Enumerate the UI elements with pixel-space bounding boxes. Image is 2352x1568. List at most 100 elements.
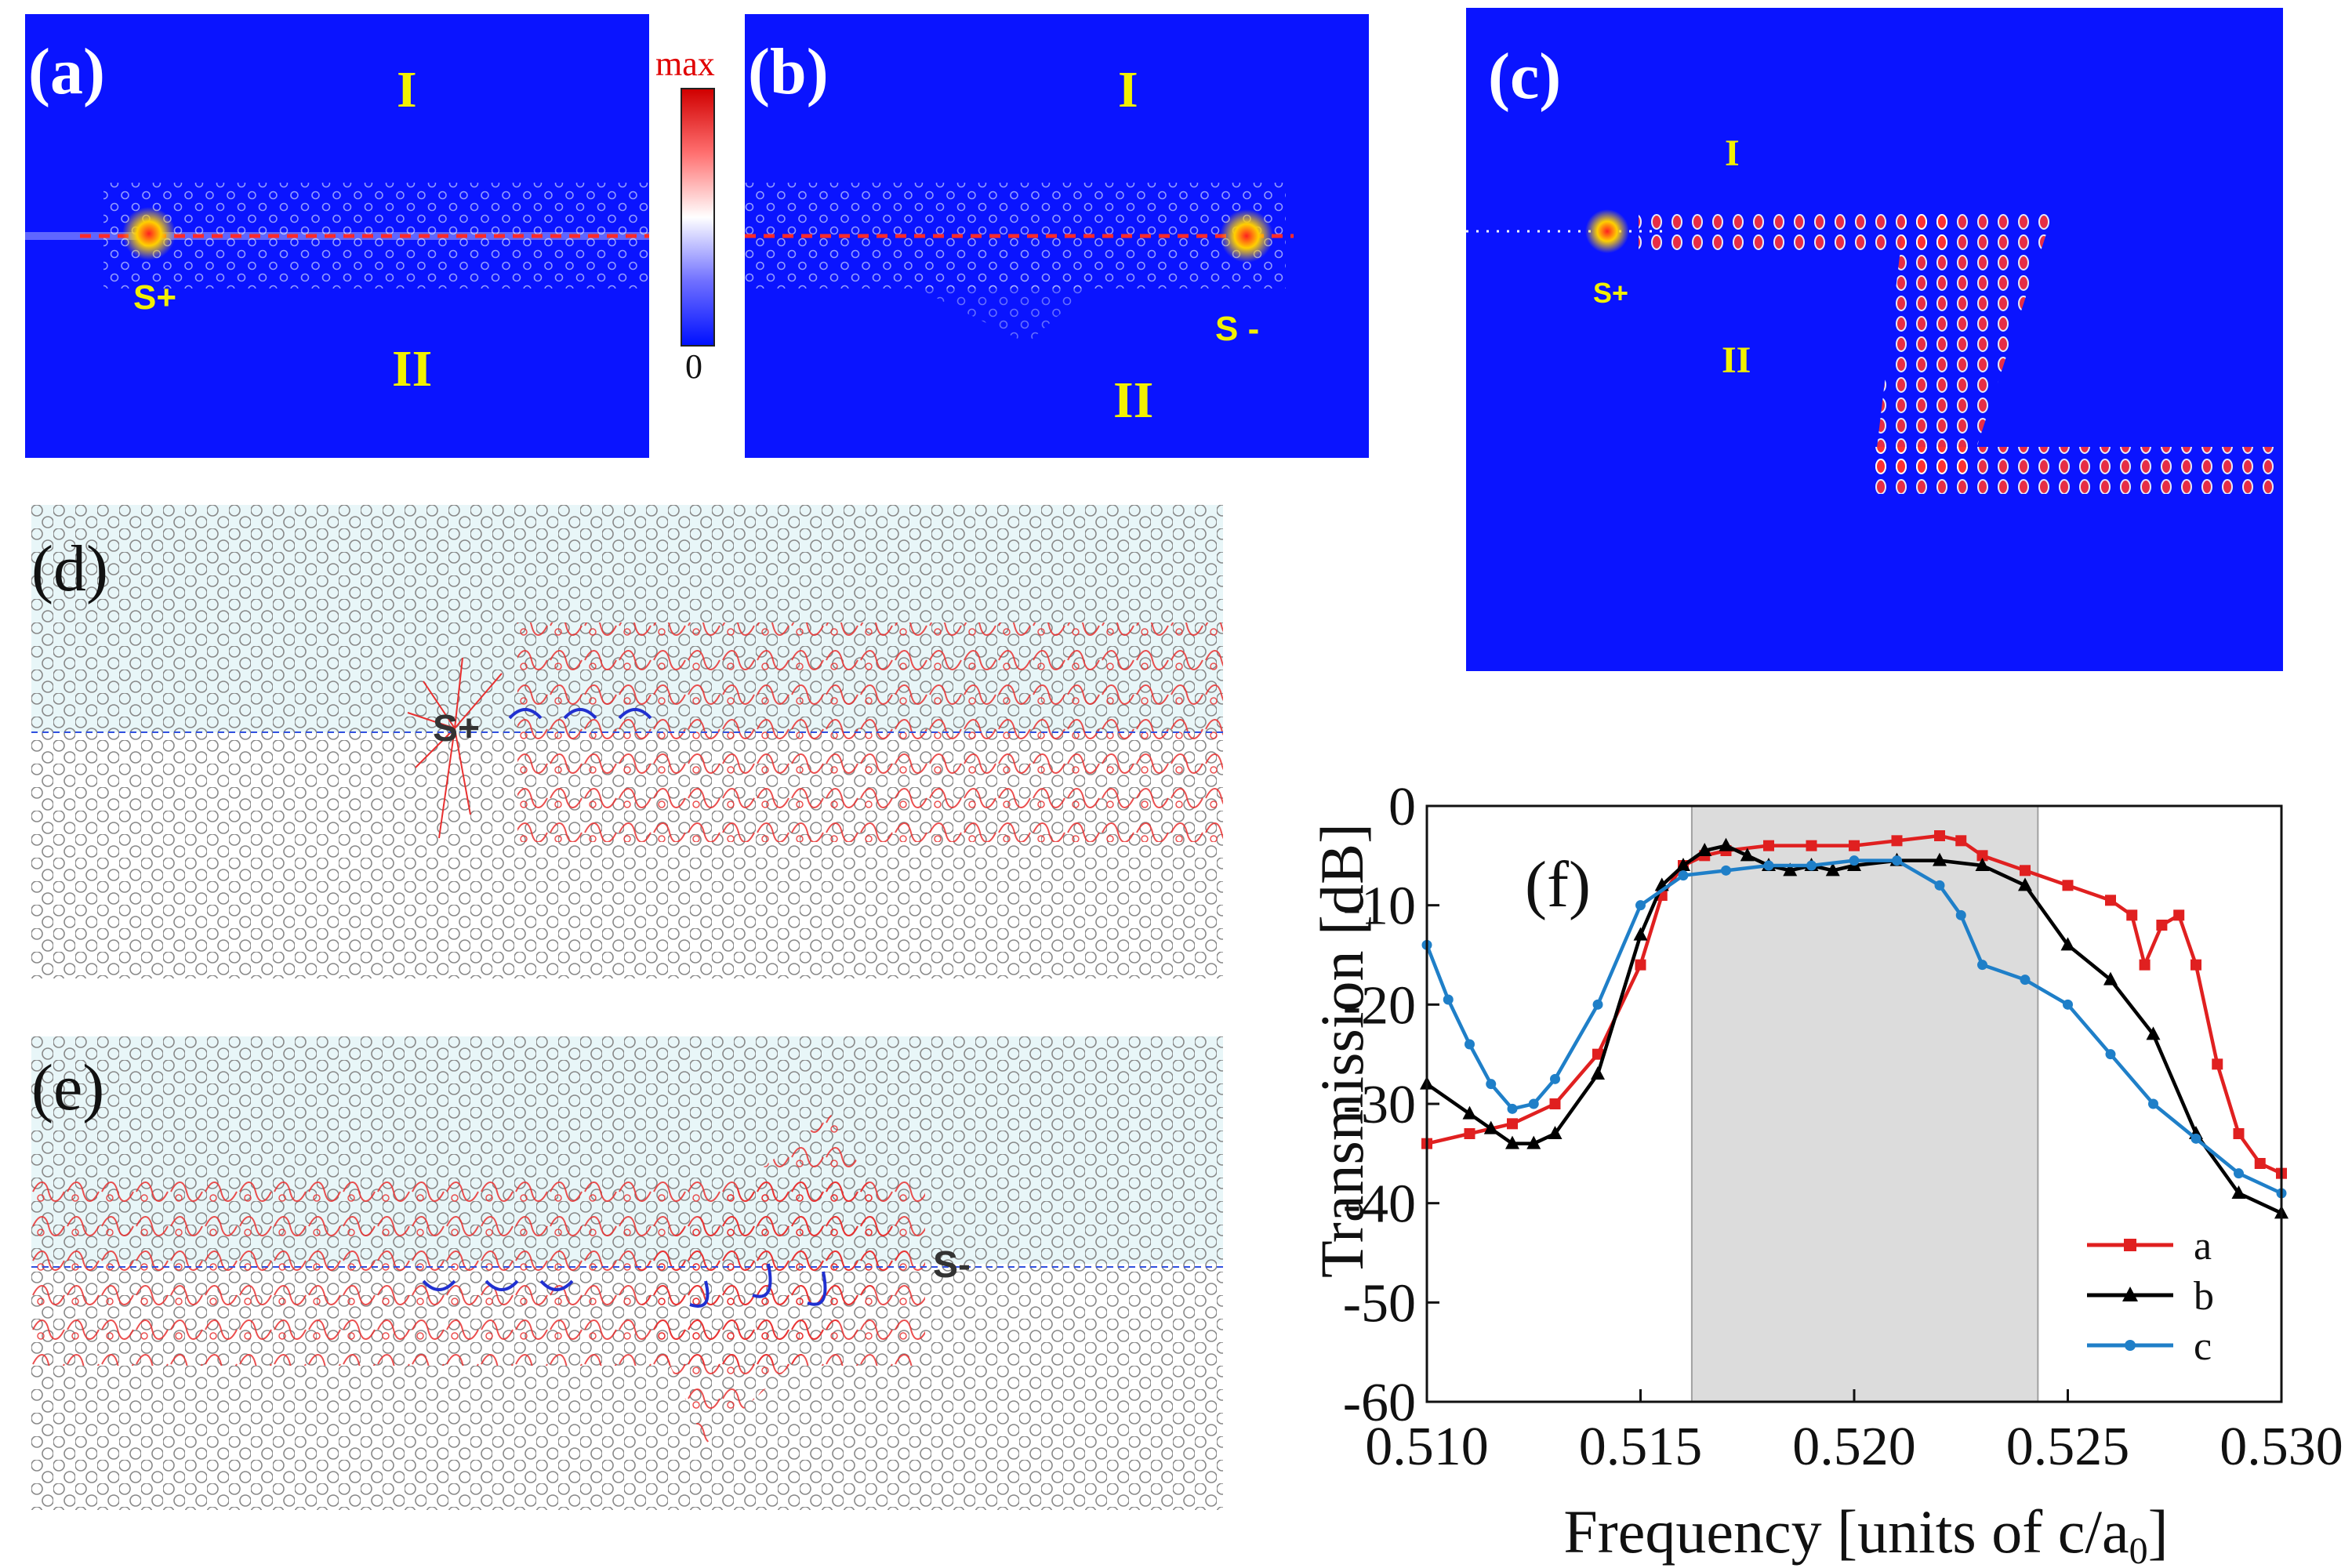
field-map-panel-b: (b) I II S - [745, 14, 1369, 458]
point-a [2173, 909, 2185, 921]
region-II-label: II [1113, 372, 1154, 429]
legend-label-a: a [2194, 1224, 2212, 1269]
point-c [2020, 975, 2031, 985]
point-c [2190, 1133, 2201, 1144]
point-a [1849, 840, 1860, 851]
point-c [1806, 860, 1817, 871]
point-a [2105, 895, 2116, 906]
colorbar-max-label: max [655, 45, 715, 83]
x-axis-label-sub: 0 [2129, 1530, 2148, 1568]
point-c [1635, 900, 1646, 911]
point-b [1505, 1135, 1519, 1149]
region-II-label: II [1722, 339, 1751, 381]
point-a [1806, 840, 1817, 851]
point-a [2126, 909, 2138, 921]
region-I-label: I [1118, 61, 1138, 118]
y-tick-label: -60 [1343, 1373, 1416, 1433]
point-a [2233, 1128, 2245, 1139]
y-tick-label: 0 [1388, 777, 1416, 837]
x-axis-label: Frequency [units of c/a0] [1563, 1497, 2168, 1568]
y-tick-label: -50 [1343, 1273, 1416, 1334]
y-axis-label: Transmission [dB] [1308, 823, 1376, 1278]
point-c [2148, 1098, 2158, 1109]
x-tick-label: 0.530 [2220, 1417, 2343, 1477]
point-c [1528, 1098, 1539, 1109]
transmission-chart: 0.510 0.515 0.520 0.525 0.530 0 -10 -20 -30 -40 -5… [1308, 777, 2343, 1568]
source-label: S+ [133, 278, 177, 317]
point-b [1526, 1135, 1541, 1149]
region-I-label: I [1725, 132, 1740, 174]
point-a [1976, 850, 1988, 862]
point-c [1592, 999, 1603, 1010]
point-c [1465, 1039, 1475, 1050]
point-a [1934, 830, 1945, 841]
point-c [2105, 1049, 2116, 1060]
point-b [1933, 852, 1947, 866]
point-b [1783, 862, 1798, 877]
region-I-label: I [397, 61, 417, 118]
source-label: S+ [433, 708, 481, 750]
x-axis-label-main: Frequency [units of c/a [1563, 1497, 2129, 1566]
point-c [1550, 1073, 1560, 1084]
legend-marker-c [2125, 1340, 2136, 1351]
simulation-panel-d: (d) S+ [31, 505, 1223, 978]
source-label: S+ [1593, 277, 1629, 309]
x-tick-label: 0.515 [1579, 1417, 1703, 1477]
field-map-panel-c: (c) I II S+ [1466, 8, 2283, 671]
point-a [1891, 835, 1903, 847]
x-tick-label: 0.510 [1365, 1417, 1489, 1477]
source-label: S- [933, 1244, 971, 1286]
series-line-b [1425, 844, 2282, 1215]
point-b [2103, 971, 2118, 985]
panel-d-label: (d) [31, 532, 108, 605]
point-c [1721, 865, 1731, 876]
point-b [1548, 1126, 1563, 1139]
point-b [1719, 837, 1733, 851]
point-b [1462, 1105, 1477, 1120]
point-b [1697, 843, 1712, 856]
panel-a-label: (a) [28, 35, 105, 108]
point-c [1977, 960, 1987, 971]
x-tick-label: 0.520 [1792, 1417, 1916, 1477]
legend-label-c: c [2194, 1324, 2212, 1369]
point-c [1849, 855, 1860, 866]
y-tick-label: -20 [1343, 975, 1416, 1036]
x-tick-label: 0.525 [2006, 1417, 2130, 1477]
point-a [1635, 959, 1646, 971]
point-a [2062, 880, 2074, 891]
point-c [1955, 909, 1966, 920]
source-label: S - [1215, 310, 1260, 348]
point-c [1443, 994, 1454, 1005]
panel-f-label: (f) [1525, 848, 1591, 921]
simulation-panel-e: (e) S- [31, 1036, 1223, 1510]
point-c [1892, 855, 1902, 866]
point-b [1676, 858, 1690, 871]
point-a [1763, 840, 1774, 851]
field-map-panel-a: (a) I II S+ [25, 14, 649, 458]
colorbar [681, 88, 715, 347]
point-c [1763, 860, 1774, 871]
colorbar-min-label: 0 [685, 347, 702, 386]
point-a [2212, 1058, 2223, 1070]
legend-marker-b [2122, 1287, 2138, 1301]
point-a [2190, 959, 2201, 971]
point-a [1549, 1098, 1561, 1109]
point-b [1483, 1120, 1498, 1134]
point-c [1678, 870, 1689, 881]
point-a [2156, 920, 2168, 931]
region-II-label: II [392, 340, 433, 397]
point-b [1633, 927, 1648, 941]
point-a [2139, 959, 2151, 971]
point-b [2060, 937, 2075, 951]
point-c [1486, 1079, 1497, 1090]
x-axis-label-end: ] [2148, 1497, 2169, 1566]
point-b [2018, 877, 2032, 891]
y-tick-label: -10 [1343, 877, 1416, 937]
point-b [2146, 1026, 2161, 1040]
point-c [2063, 999, 2073, 1010]
legend-marker-a [2124, 1239, 2136, 1251]
point-b [2231, 1185, 2246, 1199]
panel-c-label: (c) [1488, 40, 1562, 113]
y-tick-label: -30 [1343, 1075, 1416, 1135]
point-b [1740, 848, 1755, 862]
